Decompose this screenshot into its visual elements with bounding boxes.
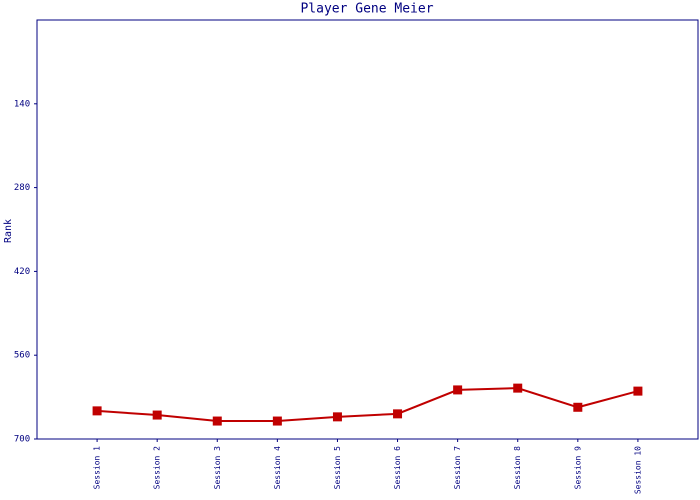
- x-tick-label: Session 2: [153, 446, 162, 490]
- x-tick-label: Session 8: [513, 446, 522, 490]
- data-point: [332, 412, 342, 422]
- data-point: [633, 386, 643, 396]
- data-point: [152, 410, 162, 420]
- data-point: [212, 416, 222, 426]
- x-tick-label: Session 10: [633, 446, 642, 494]
- x-tick-label: Session 9: [573, 446, 582, 490]
- data-point: [272, 416, 282, 426]
- y-tick-label: 420: [14, 267, 30, 277]
- data-point: [92, 406, 102, 416]
- y-tick-label: 280: [14, 183, 30, 193]
- chart-title: Player Gene Meier: [300, 2, 433, 17]
- x-tick-label: Session 1: [93, 446, 102, 490]
- y-tick-label: 700: [14, 435, 30, 445]
- x-tick-label: Session 6: [393, 446, 402, 490]
- x-tick-label: Session 7: [453, 446, 462, 490]
- x-tick-label: Session 3: [213, 446, 222, 490]
- x-tick-label: Session 4: [273, 446, 282, 490]
- y-tick-label: 140: [14, 99, 30, 109]
- plot-frame: [36, 19, 699, 440]
- y-axis-label: Rank: [3, 219, 14, 243]
- data-point: [393, 409, 403, 419]
- data-point: [513, 383, 523, 393]
- y-tick-label: 560: [14, 351, 30, 361]
- x-tick-label: Session 5: [333, 446, 342, 490]
- data-point: [573, 402, 583, 412]
- series-line: [97, 387, 639, 423]
- data-point: [453, 385, 463, 395]
